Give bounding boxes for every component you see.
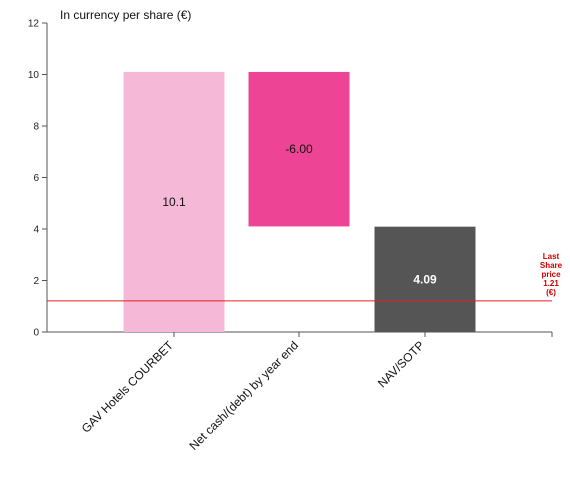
chart-title: In currency per share (€) xyxy=(60,8,192,22)
y-tick-label: 8 xyxy=(33,122,39,133)
last-share-price-label: Last xyxy=(543,252,560,261)
bar xyxy=(123,71,225,333)
y-tick-label: 2 xyxy=(33,276,39,287)
y-tick-label: 6 xyxy=(33,173,39,184)
bar xyxy=(248,71,350,227)
x-category-label: Net cash/(debt) by year end xyxy=(187,338,302,453)
last-share-price-label: price xyxy=(541,270,561,279)
x-category-label: NAV/SOTP xyxy=(375,338,427,390)
y-tick-label: 10 xyxy=(28,70,40,81)
last-share-price-label: Share xyxy=(540,261,563,270)
last-share-price-label: 1.21 xyxy=(543,279,559,288)
bar-value-label: -6.00 xyxy=(285,142,313,156)
y-tick-label: 4 xyxy=(33,225,39,236)
y-tick-label: 12 xyxy=(28,19,40,30)
bar-value-label: 10.1 xyxy=(162,195,186,209)
last-share-price-label: (€) xyxy=(546,288,556,297)
y-tick-label: 0 xyxy=(33,328,39,339)
bar xyxy=(374,226,476,332)
x-category-label: GAV Hotels COURBET xyxy=(79,338,177,436)
bar-value-label: 4.09 xyxy=(413,272,437,286)
